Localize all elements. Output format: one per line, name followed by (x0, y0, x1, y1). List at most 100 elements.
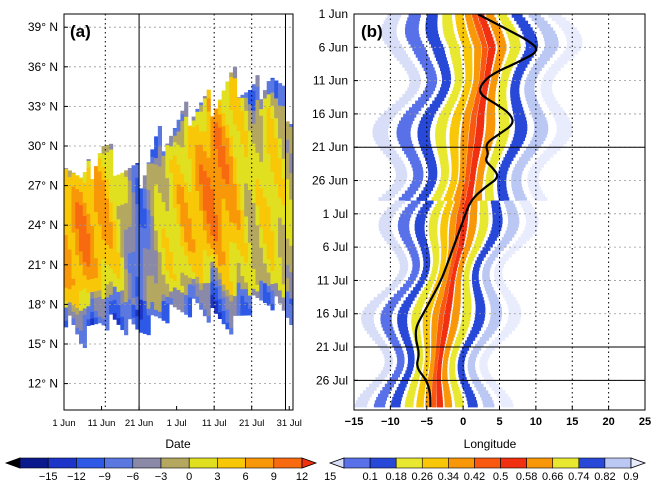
heat-cell (407, 353, 415, 358)
heat-cell (492, 220, 503, 225)
heat-cell (438, 357, 443, 361)
heat-cell (210, 202, 215, 210)
heat-cell (94, 166, 99, 173)
heat-cell (210, 261, 215, 269)
heat-cell (382, 387, 393, 391)
heat-cell (516, 160, 528, 165)
heat-cell (221, 251, 226, 259)
heat-cell (370, 300, 382, 305)
heat-cell (417, 280, 425, 285)
heat-cell (375, 120, 391, 125)
heat-cell (514, 120, 527, 125)
heat-cell (435, 190, 444, 195)
heat-cell (127, 173, 132, 181)
heat-cell (206, 111, 211, 119)
heat-cell (199, 256, 204, 264)
heat-cell (274, 170, 279, 178)
heat-cell (180, 285, 185, 293)
heat-cell (172, 128, 178, 136)
heat-cell (101, 219, 106, 227)
colorbar-cell (245, 457, 275, 469)
heat-cell (542, 50, 556, 55)
heat-cell (463, 297, 472, 301)
heat-cell (255, 93, 260, 101)
heat-cell (563, 50, 578, 55)
heat-cell (281, 158, 286, 166)
heat-cell (184, 175, 189, 183)
heat-cell (499, 167, 509, 171)
heat-cell (480, 40, 487, 45)
heat-cell (451, 57, 461, 62)
colorbar-label: −3 (155, 471, 168, 483)
heat-cell (441, 337, 447, 341)
heat-cell (232, 77, 238, 85)
heat-cell (214, 148, 219, 156)
heat-cell (255, 277, 260, 285)
heat-cell (202, 296, 208, 303)
heat-cell (437, 363, 442, 368)
heat-cell (459, 37, 470, 42)
heat-cell (478, 390, 489, 395)
heat-cell (75, 202, 80, 210)
heat-cell (456, 253, 461, 258)
heat-cell (437, 327, 443, 331)
heat-cell (210, 221, 215, 229)
heat-cell (79, 177, 84, 179)
heat-cell (187, 204, 193, 212)
heat-cell (64, 293, 69, 301)
heat-cell (195, 269, 200, 277)
heat-cell (221, 277, 226, 285)
heat-cell (484, 187, 494, 191)
heat-cell (455, 107, 464, 111)
heat-cell (448, 290, 454, 295)
heat-cell (274, 210, 279, 218)
heat-cell (161, 155, 166, 163)
heat-cell (501, 403, 514, 408)
heat-cell (517, 63, 528, 68)
heat-cell (109, 221, 114, 229)
heat-cell (206, 183, 211, 191)
heat-cell (240, 222, 245, 230)
heat-cell (176, 170, 181, 178)
heat-cell (247, 288, 253, 296)
colorbar-label: 6 (243, 471, 249, 483)
heat-cell (247, 242, 253, 250)
heat-cell (479, 200, 488, 205)
heat-cell (101, 239, 106, 247)
heat-cell (86, 312, 91, 320)
heat-cell (415, 230, 425, 235)
heat-cell (506, 150, 518, 155)
heat-cell (124, 183, 129, 191)
heat-cell (266, 159, 271, 167)
heat-cell (127, 279, 132, 287)
heat-cell (443, 393, 451, 398)
heat-cell (493, 270, 503, 275)
heat-cell (503, 157, 514, 161)
heat-cell (109, 248, 114, 256)
heat-cell (465, 393, 475, 398)
heat-cell (443, 390, 451, 395)
heat-cell (184, 109, 189, 117)
heat-cell (199, 243, 204, 251)
heat-cell (195, 203, 200, 211)
heat-cell (221, 105, 226, 113)
heat-cell (206, 282, 211, 290)
heat-cell (71, 192, 76, 200)
heat-cell (406, 367, 414, 371)
heat-cell (467, 363, 476, 368)
heat-cell (157, 225, 163, 233)
heat-cell (64, 188, 69, 196)
heat-cell (240, 269, 245, 277)
heat-cell (398, 327, 408, 331)
heat-cell (191, 133, 196, 141)
heat-cell (361, 313, 374, 318)
heat-cell (422, 267, 430, 271)
heat-cell (474, 297, 484, 301)
heat-cell (468, 223, 477, 228)
heat-cell (467, 100, 474, 105)
heat-cell (131, 192, 136, 200)
heat-cell (75, 301, 80, 309)
heat-cell (466, 20, 474, 25)
heat-cell (452, 87, 461, 92)
